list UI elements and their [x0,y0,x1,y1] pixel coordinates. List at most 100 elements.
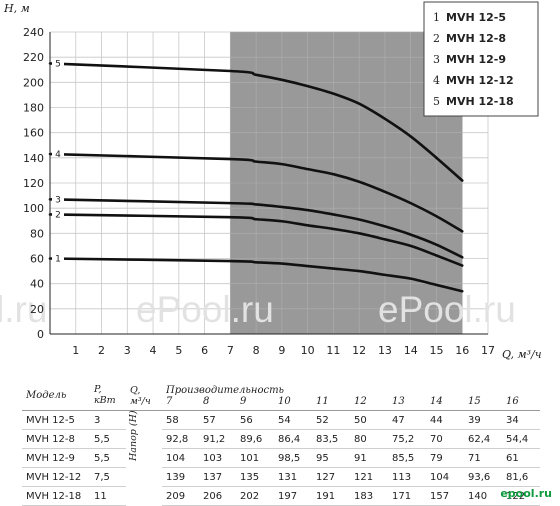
q-value-header: 8 [199,396,236,411]
power-cell: 5,5 [90,429,126,449]
value-cell: 86,4 [274,429,312,449]
x-tick-label: 4 [150,344,157,357]
value-cell: 135 [236,467,274,487]
value-cell: 103 [199,448,236,468]
x-tick-label: 6 [201,344,208,357]
x-tick-label: 10 [301,344,315,357]
legend-entry: MVH 12-9 [446,53,506,66]
value-cell: 50 [350,410,388,430]
series-line-5 [48,62,464,182]
x-tick-label: 12 [352,344,366,357]
x-tick-label: 16 [455,344,469,357]
y-tick-label: 160 [23,127,44,140]
y-axis-label: H, м [3,2,30,15]
head-axis-cell: Напор (Н), м [126,411,162,506]
legend-entry: MVH 12-12 [446,74,514,87]
value-cell: 131 [274,467,312,487]
power-cell: 7,5 [90,467,126,487]
y-tick-label: 60 [30,253,44,266]
value-cell: 62,4 [464,429,502,449]
model-cell: MVH 12-9 [22,448,90,468]
q-header: Q, [130,385,141,396]
table-row: MVH 12-12 7,5 139 137 135 131 127 121 113 104 93,6… [22,467,541,487]
legend-entry: MVH 12-18 [446,95,514,108]
series-number-label: 5 [55,59,61,69]
x-tick-label: 5 [175,344,182,357]
value-cell: 101 [236,448,274,468]
y-tick-label: 180 [23,102,44,115]
q-value-header: 15 [464,396,502,411]
power-cell: 5,5 [90,448,126,468]
power-header: P, кВт [90,380,126,411]
value-cell: 92,8 [162,429,199,449]
q-unit-header: м³/ч [126,396,162,411]
y-tick-label: 120 [23,177,44,190]
y-tick-label: 240 [23,26,44,39]
watermark-text: l.ru [0,289,47,330]
model-header: Модель [22,380,90,411]
value-cell: 91,2 [199,429,236,449]
x-tick-label: 7 [227,344,234,357]
value-cell: 104 [426,467,464,487]
legend-entry: MVH 12-5 [446,11,506,24]
value-cell: 79 [426,448,464,468]
x-tick-label: 13 [378,344,392,357]
x-tick-label: 3 [124,344,131,357]
x-tick-label: 8 [253,344,260,357]
value-cell: 183 [350,486,388,506]
x-tick-label: 14 [404,344,418,357]
value-cell: 56 [236,410,274,430]
table-row: MVH 12-5 3 Напор (Н), м 58 57 56 54 52 50 47 44 39 3… [22,410,541,461]
value-cell: 139 [162,467,199,487]
chart-legend: 1 MVH 12-5 2 MVH 12-8 3 MVH 12-9 4 MVH 12-12 5 MV… [423,1,539,117]
head-label: Напор (Н), м [128,410,139,462]
q-value-header: 7 [162,396,199,411]
x-tick-label: 15 [429,344,443,357]
watermark-text: ePool.ru [378,289,516,330]
model-cell: MVH 12-18 [22,486,90,506]
value-cell: 44 [426,410,464,430]
table-row: MVH 12-18 11 209 206 202 197 191 183 171 157 140 12… [22,486,541,506]
value-cell: 157 [426,486,464,506]
y-tick-label: 0 [37,328,44,341]
model-cell: MVH 12-12 [22,467,90,487]
value-cell: 83,5 [312,429,350,449]
power-cell: 3 [90,410,126,430]
value-cell: 140 [464,486,502,506]
value-cell: 137 [199,467,236,487]
value-cell: 95 [312,448,350,468]
value-cell: 89,6 [236,429,274,449]
value-cell: 121 [350,467,388,487]
y-tick-label: 40 [30,278,44,291]
model-cell: MVH 12-8 [22,429,90,449]
value-cell: 91 [350,448,388,468]
value-cell: 34 [502,410,541,430]
series-number-label: 2 [55,210,61,220]
value-cell: 75,2 [388,429,426,449]
chart-series: 1 2 3 4 5 [48,59,464,293]
y-tick-label: 80 [30,227,44,240]
y-tick-label: 140 [23,152,44,165]
value-cell: 80 [350,429,388,449]
series-line-1 [48,257,464,293]
y-tick-label: 20 [30,303,44,316]
legend-number: 5 [433,95,440,108]
series-number-label: 1 [55,255,61,265]
x-tick-label: 1 [72,344,79,357]
value-cell: 47 [388,410,426,430]
power-cell: 11 [90,486,126,506]
q-value-header: 13 [388,396,426,411]
series-line-4 [48,152,464,233]
value-cell: 71 [464,448,502,468]
x-axis-label: Q, м³/ч [502,348,542,361]
performance-table: Модель P, кВт Q, Производительность м³/ч … [22,380,541,506]
value-cell: 197 [274,486,312,506]
table-row: MVH 12-8 5,5 92,8 91,2 89,6 86,4 83,5 80 75,2 70 6… [22,429,541,449]
value-cell: 127 [312,467,350,487]
value-cell: 85,5 [388,448,426,468]
q-value-header: 12 [350,396,388,411]
q-value-header: 14 [426,396,464,411]
series-number-label: 3 [55,195,61,205]
value-cell: 58 [162,410,199,430]
